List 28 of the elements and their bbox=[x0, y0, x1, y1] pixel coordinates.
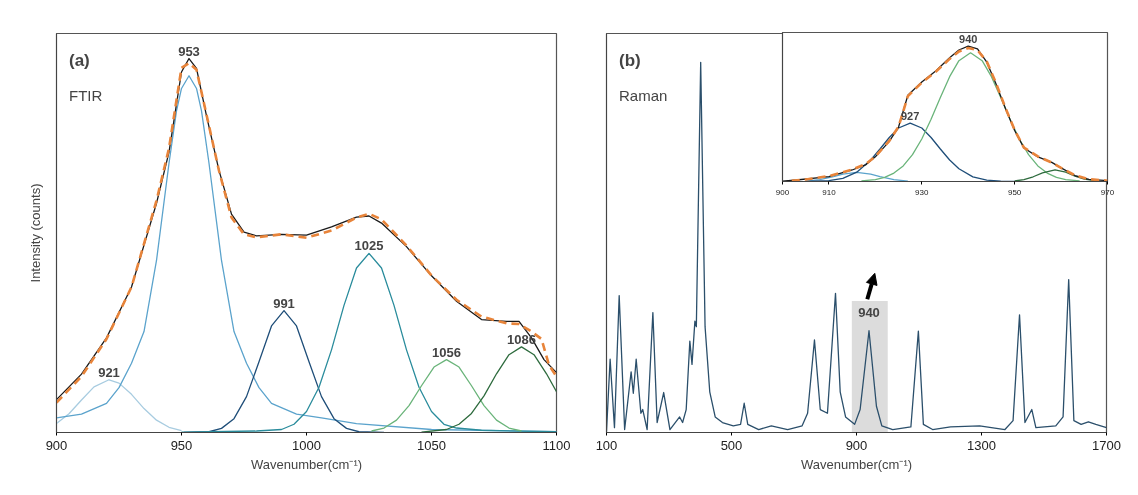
x-tick-label: 1300 bbox=[967, 437, 996, 453]
chart-title: (a) bbox=[69, 51, 90, 70]
x-tick-label: 900 bbox=[775, 187, 790, 197]
x-axis-title: Wavenumber(cm⁻¹) bbox=[250, 456, 363, 472]
x-tick-label: 1050 bbox=[417, 437, 446, 453]
x-tick-label: 500 bbox=[720, 437, 743, 453]
x-tick-label: 1700 bbox=[1092, 437, 1121, 453]
annotation: 953 bbox=[178, 43, 200, 59]
annotation: 921 bbox=[98, 364, 120, 380]
text: Raman bbox=[619, 87, 668, 104]
x-tick-label: 950 bbox=[1007, 187, 1022, 197]
x-tick-label: 950 bbox=[170, 437, 193, 453]
x-tick-label: 1100 bbox=[542, 437, 571, 453]
annotation: 1025 bbox=[354, 238, 384, 254]
x-axis-title: Wavenumber(cm⁻¹) bbox=[800, 456, 913, 472]
x-tick-label: 1000 bbox=[292, 437, 321, 453]
annotation: 1056 bbox=[432, 344, 461, 360]
chart-title: (b) bbox=[619, 51, 641, 70]
x-tick-label: 100 bbox=[595, 437, 618, 453]
x-tick-label: 900 bbox=[845, 437, 868, 453]
annotation: 940 bbox=[858, 304, 880, 320]
text: FTIR bbox=[69, 87, 103, 104]
y-axis-title: Intensity (counts) bbox=[27, 183, 43, 283]
annotation: 940 bbox=[959, 33, 978, 46]
x-tick-label: 900 bbox=[45, 437, 68, 453]
annotation: 991 bbox=[273, 295, 295, 311]
x-tick-label: 910 bbox=[822, 187, 837, 197]
x-tick-label: 930 bbox=[915, 187, 930, 197]
